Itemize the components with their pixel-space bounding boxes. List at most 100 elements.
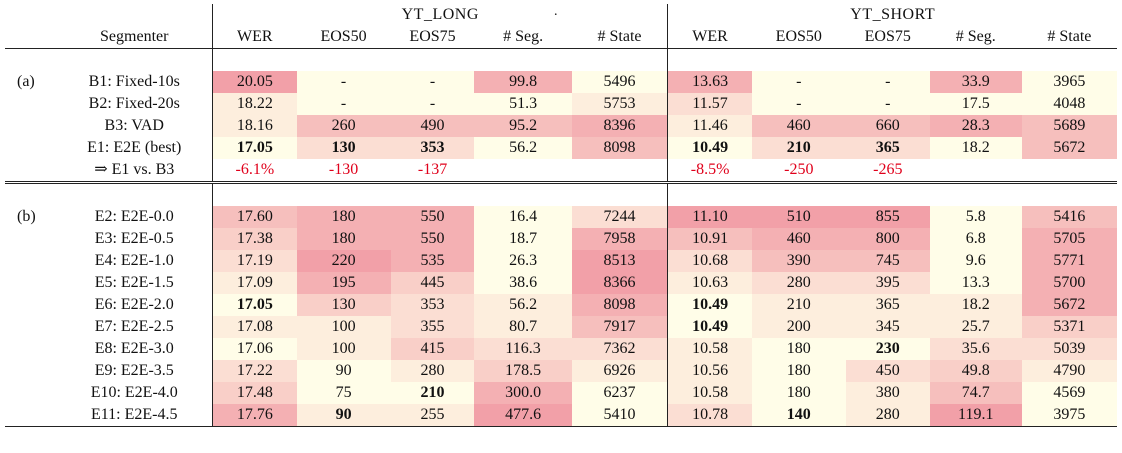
cell-short-eos75: 450 xyxy=(845,360,930,382)
cell-long-eos75: 445 xyxy=(390,272,475,294)
cell-short-seg: 49.8 xyxy=(929,360,1022,382)
col-header-eos50: EOS50 xyxy=(320,28,367,45)
section-label xyxy=(5,338,64,360)
cell-long-eos75: 550 xyxy=(390,228,475,250)
results-table: YT_LONG YT_SHORT Segmenter WER EOS50 EOS… xyxy=(5,4,1117,427)
table-row: E8: E2E-3.0 17.06 100 415 116.3 7362 10.58 180 2… xyxy=(5,338,1117,360)
col-header-seg: # Seg. xyxy=(955,28,996,45)
section-label: (b) xyxy=(17,208,36,225)
table-row: E6: E2E-2.0 17.05 130 353 56.2 8098 10.49 210 36… xyxy=(5,294,1117,316)
cell-short-eos50: 180 xyxy=(751,338,846,360)
table-body: (a) B1: Fixed-10s 20.05- -99.8 5496 13.63- -33… xyxy=(5,48,1117,427)
row-segmenter-name: E6: E2E-2.0 xyxy=(94,296,174,313)
cell-short-eos50: 460 xyxy=(751,228,846,250)
cell-long-wer: 17.38 xyxy=(212,228,297,250)
cell-short-seg xyxy=(930,159,1022,183)
cell-short-state: 5416 xyxy=(1021,206,1117,228)
cell-short-state: 5672 xyxy=(1021,137,1117,159)
table-row: (b) E2: E2E-0.0 17.60 180 550 16.4 7244 11.10 51… xyxy=(5,206,1117,228)
cell-long-seg: 80.7 xyxy=(474,316,572,338)
cell-long-wer: 17.09 xyxy=(212,272,297,294)
cell-short-state xyxy=(1022,159,1117,183)
row-segmenter-name: E10: E2E-4.0 xyxy=(90,384,178,401)
cell-long-wer: 17.05 xyxy=(212,137,297,159)
row-segmenter-name: ⇒ E1 vs. B3 xyxy=(94,161,175,178)
row-segmenter-name: E8: E2E-3.0 xyxy=(94,340,174,357)
table-row: E5: E2E-1.5 17.09 195 445 38.6 8366 10.63 280 39… xyxy=(5,272,1117,294)
cell-long-seg: 477.6 xyxy=(474,404,572,427)
cell-long-eos50: 220 xyxy=(296,250,391,272)
cell-long-eos75: 355 xyxy=(390,316,475,338)
cell-short-seg: 74.7 xyxy=(929,382,1022,404)
cell-long-wer: 17.19 xyxy=(212,250,297,272)
table-row: E1: E2E (best) 17.05 130 353 56.2 8098 10.49 21… xyxy=(5,137,1117,159)
cell-long-eos75: 353 xyxy=(390,137,475,159)
cell-short-seg: 119.1 xyxy=(929,404,1022,427)
cell-long-state: 8098 xyxy=(571,137,668,159)
cell-short-state: 4048 xyxy=(1021,93,1117,115)
cell-long-eos50: 75 xyxy=(296,382,391,404)
cell-long-state: 5410 xyxy=(571,404,668,427)
cell-short-eos50: 210 xyxy=(751,137,846,159)
cell-long-eos75: - xyxy=(390,71,475,93)
cell-long-eos50: 90 xyxy=(296,404,391,427)
cell-long-seg: 56.2 xyxy=(474,294,572,316)
group-header-row: YT_LONG YT_SHORT xyxy=(5,4,1117,26)
cell-long-eos50: - xyxy=(296,71,391,93)
row-segmenter-name: B3: VAD xyxy=(104,117,164,134)
cell-short-eos75: 365 xyxy=(845,294,930,316)
cell-short-eos50: - xyxy=(751,93,846,115)
cell-short-eos50: 280 xyxy=(751,272,846,294)
column-header-row: Segmenter WER EOS50 EOS75 # Seg. # State… xyxy=(5,26,1117,49)
cell-short-state: 5700 xyxy=(1021,272,1117,294)
col-header-eos50: EOS50 xyxy=(775,28,822,45)
table-row: E7: E2E-2.5 17.08 100 355 80.7 7917 10.49 200 34… xyxy=(5,316,1117,338)
cell-short-wer: 11.57 xyxy=(667,93,752,115)
cell-long-state: 8098 xyxy=(571,294,668,316)
table-row: ⇒ E1 vs. B3 -6.1% -130 -137 -8.5% -250 -265 xyxy=(5,159,1117,183)
cell-long-eos50: 260 xyxy=(296,115,391,137)
section-label xyxy=(5,159,64,183)
cell-short-wer: 10.78 xyxy=(667,404,752,427)
col-header-state: # State xyxy=(1047,28,1092,45)
cell-short-wer: 11.10 xyxy=(667,206,752,228)
cell-short-wer: 10.91 xyxy=(667,228,752,250)
cell-short-eos75: 365 xyxy=(845,137,930,159)
section-label xyxy=(5,382,64,404)
cell-long-seg xyxy=(474,159,571,183)
cell-short-wer: 10.58 xyxy=(667,338,752,360)
cell-short-seg: 13.3 xyxy=(929,272,1022,294)
col-header-wer: WER xyxy=(212,26,297,49)
cell-long-seg: 26.3 xyxy=(474,250,572,272)
cell-short-eos50: 390 xyxy=(751,250,846,272)
section-separator xyxy=(5,48,1117,71)
cell-short-seg: 17.5 xyxy=(929,93,1022,115)
cell-long-eos75: 550 xyxy=(390,206,475,228)
table-row: (a) B1: Fixed-10s 20.05- -99.8 5496 13.63- -33… xyxy=(5,71,1117,93)
cell-short-seg: 25.7 xyxy=(929,316,1022,338)
col-header-seg: # Seg. xyxy=(503,28,544,45)
cell-long-eos50: 100 xyxy=(296,338,391,360)
section-label xyxy=(5,137,64,159)
group-yt-short-header: YT_SHORT xyxy=(667,4,1117,26)
cell-short-seg: 9.6 xyxy=(929,250,1022,272)
cell-short-eos75: 800 xyxy=(845,228,930,250)
cell-long-wer: 18.22 xyxy=(212,93,297,115)
cell-long-eos75: 415 xyxy=(390,338,475,360)
cell-long-seg: 38.6 xyxy=(474,272,572,294)
cell-long-seg: 56.2 xyxy=(474,137,572,159)
cell-long-state: 7917 xyxy=(571,316,668,338)
cell-short-wer: 10.68 xyxy=(667,250,752,272)
cell-short-eos50: 210 xyxy=(751,294,846,316)
cell-short-state: 3965 xyxy=(1021,71,1117,93)
section-label xyxy=(5,272,64,294)
cell-long-eos75: - xyxy=(390,93,475,115)
cell-long-state: 6237 xyxy=(571,382,668,404)
col-header-wer: WER xyxy=(667,26,752,49)
cell-long-state: 5496 xyxy=(571,71,668,93)
cell-short-wer: 13.63 xyxy=(667,71,752,93)
cell-short-eos75: 280 xyxy=(845,404,930,427)
cell-short-eos75: -265 xyxy=(873,161,903,178)
cell-long-state: 7244 xyxy=(571,206,668,228)
cell-short-state: 5771 xyxy=(1021,250,1117,272)
